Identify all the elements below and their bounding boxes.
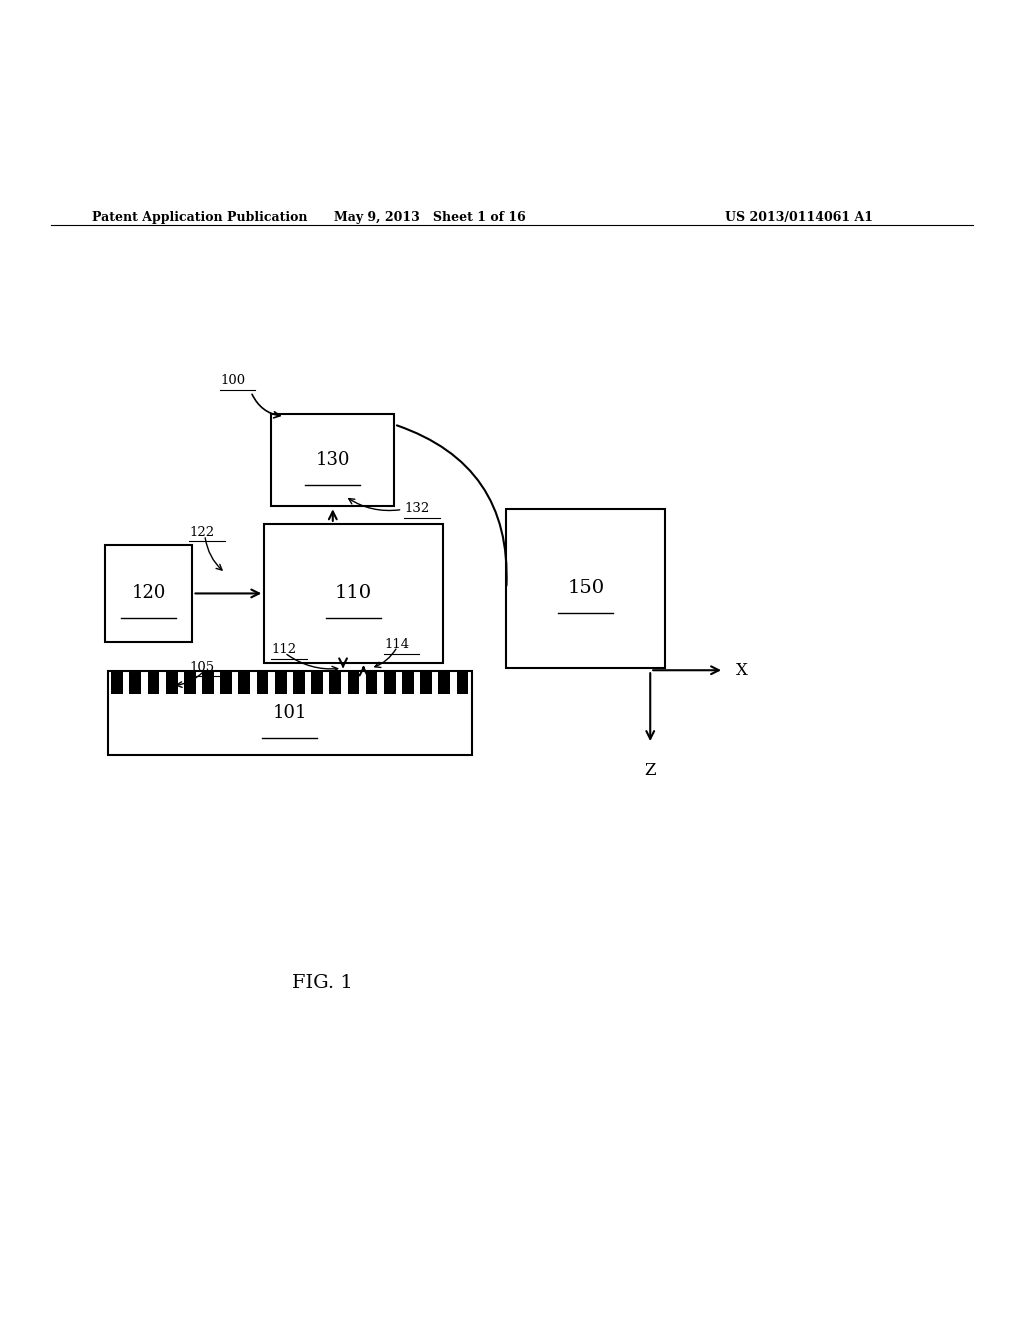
Bar	[239, 672, 250, 694]
Text: 110: 110	[335, 585, 372, 602]
Bar	[330, 672, 341, 694]
Text: 100: 100	[220, 374, 246, 387]
Bar	[202, 672, 214, 694]
Bar	[366, 672, 378, 694]
Bar	[438, 672, 451, 694]
Text: X: X	[736, 661, 749, 678]
Text: 130: 130	[315, 451, 350, 470]
Bar	[257, 672, 268, 694]
Bar	[420, 672, 432, 694]
Bar	[384, 672, 395, 694]
Text: 112: 112	[271, 643, 297, 656]
Text: 105: 105	[189, 661, 215, 673]
FancyArrowPatch shape	[397, 425, 507, 586]
Text: US 2013/0114061 A1: US 2013/0114061 A1	[725, 211, 872, 224]
Bar	[166, 672, 177, 694]
Text: May 9, 2013   Sheet 1 of 16: May 9, 2013 Sheet 1 of 16	[334, 211, 526, 224]
Bar	[129, 672, 141, 694]
Bar	[274, 672, 287, 694]
Text: 101: 101	[272, 705, 307, 722]
Text: FIG. 1: FIG. 1	[292, 974, 353, 991]
Bar	[457, 672, 468, 694]
Bar	[104, 545, 193, 642]
Bar	[184, 672, 196, 694]
Bar	[263, 524, 442, 663]
Bar	[108, 672, 471, 755]
Text: 132: 132	[404, 502, 430, 515]
Bar	[347, 672, 359, 694]
Text: 150: 150	[567, 579, 604, 598]
Bar	[293, 672, 305, 694]
Text: 120: 120	[131, 585, 166, 602]
Bar	[147, 672, 160, 694]
Text: 122: 122	[189, 525, 215, 539]
Bar	[311, 672, 323, 694]
Bar	[220, 672, 232, 694]
Bar	[271, 414, 394, 507]
Text: Patent Application Publication: Patent Application Publication	[92, 211, 307, 224]
Text: 114: 114	[384, 638, 410, 651]
Text: Z: Z	[644, 763, 656, 779]
Bar	[112, 672, 123, 694]
Bar	[402, 672, 414, 694]
Bar	[506, 510, 666, 668]
